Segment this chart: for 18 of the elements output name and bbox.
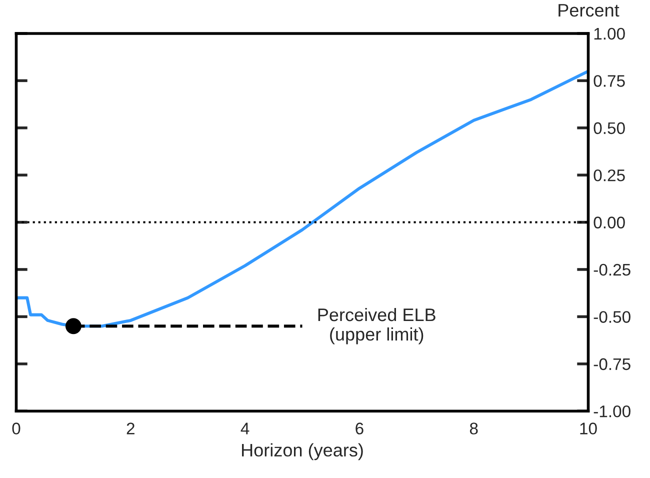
y-tick-label: 0.00 (594, 216, 625, 228)
x-tick-label: 4 (240, 422, 250, 434)
x-tick-label: 8 (470, 422, 478, 434)
y-tick-label: 0.25 (594, 169, 625, 182)
y-axis-title: Percent (558, 4, 620, 17)
y-tick-label: -0.25 (594, 264, 630, 276)
y-tick-label: -0.50 (594, 311, 630, 323)
x-axis-title: Horizon (years) (242, 443, 363, 460)
y-tick-label: 0.50 (594, 122, 625, 134)
x-tick-label: 2 (126, 422, 134, 434)
y-tick-label: 1.00 (594, 28, 625, 40)
x-tick-label: 10 (580, 422, 597, 434)
annotation: Perceived ELB (upper limit) (318, 308, 436, 344)
y-tick-label: -1.00 (594, 405, 630, 418)
x-tick-label: 6 (356, 422, 364, 434)
x-tick-label: 0 (12, 422, 20, 434)
y-tick-label: -0.75 (594, 358, 630, 370)
y-tick-label: 0.75 (594, 75, 625, 87)
